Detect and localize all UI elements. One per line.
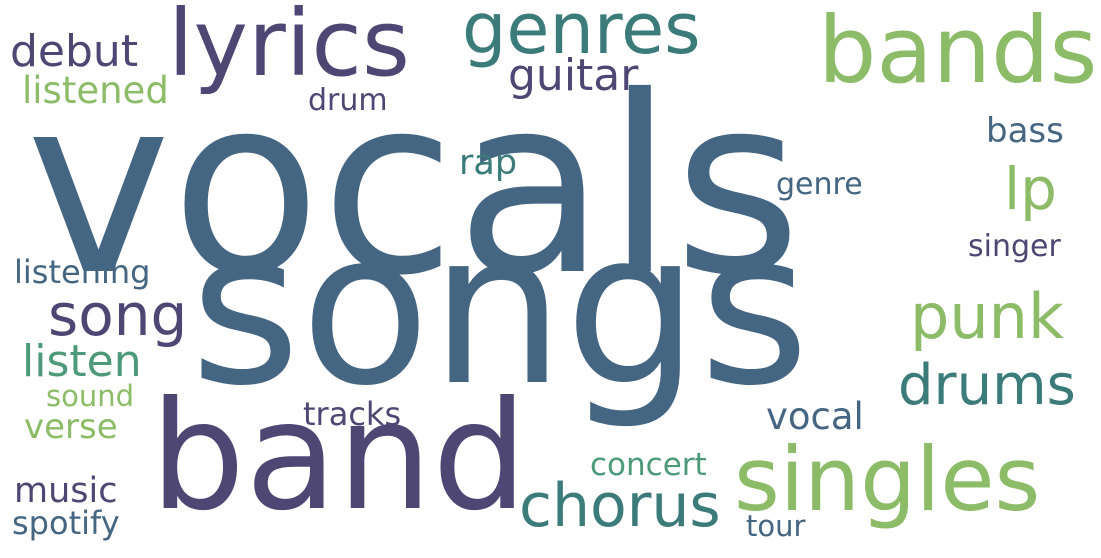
word-tour: tour <box>746 509 806 543</box>
word-vocals: vocals <box>26 44 802 329</box>
word-drum: drum <box>308 83 388 118</box>
word-bass: bass <box>986 111 1064 151</box>
word-rap: rap <box>459 143 518 183</box>
word-sound: sound <box>46 379 135 413</box>
word-guitar: guitar <box>508 50 639 101</box>
word-lp: lp <box>1004 155 1057 223</box>
word-singles: singles <box>734 428 1041 531</box>
word-verse: verse <box>24 407 118 447</box>
word-singer: singer <box>968 229 1061 264</box>
word-lyrics: lyrics <box>168 0 410 97</box>
word-debut: debut <box>10 26 139 77</box>
word-listening: listening <box>14 253 151 291</box>
word-song: song <box>48 281 188 349</box>
word-music: music <box>14 471 118 511</box>
word-tracks: tracks <box>303 395 402 433</box>
word-spotify: spotify <box>12 504 120 542</box>
word-punk: punk <box>910 280 1064 353</box>
word-bands: bands <box>818 0 1098 104</box>
word-band: band <box>150 370 528 544</box>
word-vocal: vocal <box>766 395 864 438</box>
word-chorus: chorus <box>519 471 721 541</box>
word-songs: songs <box>190 185 810 432</box>
word-genre: genre <box>776 167 863 202</box>
word-drums: drums <box>898 353 1076 418</box>
word-listen: listen <box>22 336 142 387</box>
word-listened: listened <box>22 69 169 112</box>
word-concert: concert <box>590 447 707 483</box>
word-genres: genres <box>462 0 701 70</box>
